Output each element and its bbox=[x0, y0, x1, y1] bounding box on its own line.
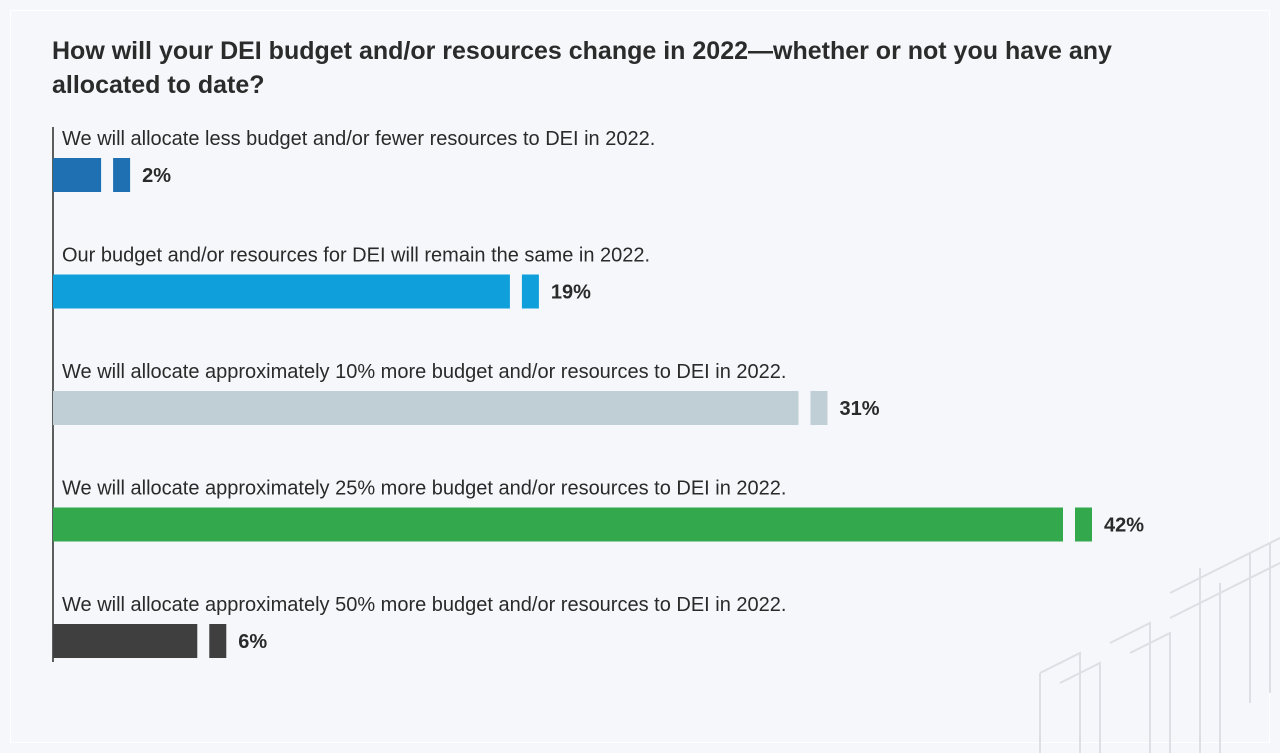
bar bbox=[53, 158, 102, 192]
value-label: 6% bbox=[238, 631, 267, 653]
chart-title: How will your DEI budget and/or resource… bbox=[52, 37, 1112, 99]
chart-frame bbox=[10, 10, 1270, 743]
category-label: We will allocate approximately 50% more … bbox=[62, 594, 786, 616]
category-label: We will allocate approximately 10% more … bbox=[62, 361, 786, 383]
bar-cap bbox=[209, 624, 227, 658]
bar bbox=[53, 391, 799, 425]
bar bbox=[53, 624, 198, 658]
logo-watermark-icon bbox=[1039, 537, 1280, 753]
bar-cap bbox=[810, 391, 828, 425]
value-label: 31% bbox=[839, 398, 879, 420]
bar-cap bbox=[521, 274, 539, 309]
bar-cap bbox=[1075, 507, 1092, 542]
bar bbox=[53, 507, 1063, 542]
category-label: We will allocate less budget and/or fewe… bbox=[62, 128, 655, 150]
bar bbox=[53, 274, 510, 309]
bar-cap bbox=[113, 158, 131, 192]
category-label: Our budget and/or resources for DEI will… bbox=[62, 245, 650, 267]
value-label: 2% bbox=[142, 165, 171, 187]
value-label: 42% bbox=[1104, 515, 1144, 537]
category-label: We will allocate approximately 25% more … bbox=[62, 478, 786, 500]
value-label: 19% bbox=[551, 282, 591, 304]
